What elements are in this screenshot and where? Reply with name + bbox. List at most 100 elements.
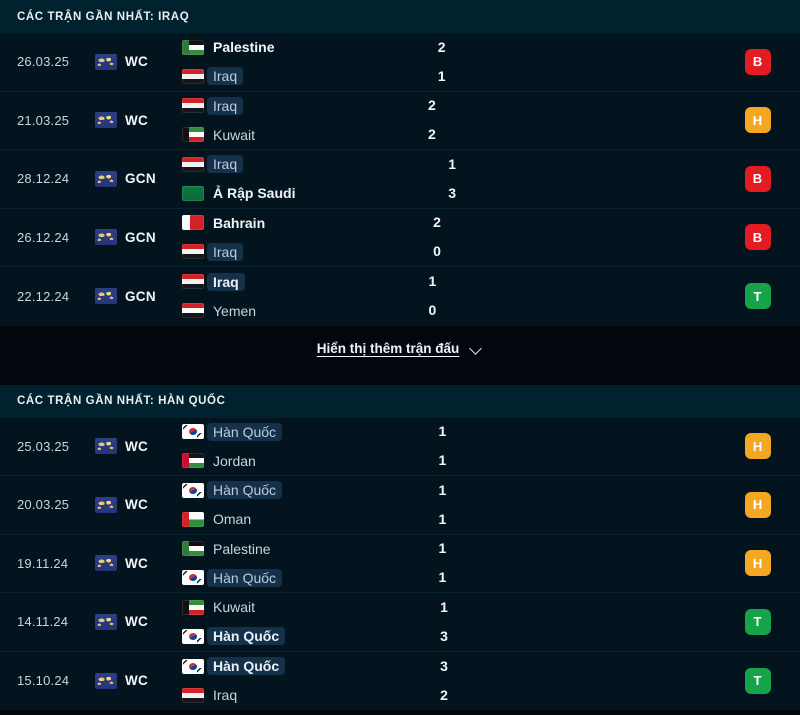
teams-cell: Palestine Hàn Quốc	[170, 539, 429, 587]
status-badge[interactable]: B	[744, 224, 771, 251]
away-team[interactable]: Iraq	[182, 242, 423, 261]
status-badge[interactable]: T	[744, 667, 771, 694]
away-team[interactable]: Iraq	[182, 67, 428, 86]
competition-cell[interactable]: WC	[95, 555, 170, 572]
status-badge[interactable]: H	[744, 433, 771, 460]
away-team[interactable]: Oman	[182, 510, 429, 529]
match-date: 15.10.24	[17, 673, 70, 689]
world-map-icon	[95, 170, 117, 187]
match-date: 21.03.25	[17, 112, 70, 128]
teams-cell: Hàn Quốc Jordan	[170, 422, 429, 470]
competition-cell[interactable]: GCN	[95, 288, 170, 305]
iraq-flag-icon	[182, 156, 204, 172]
competition-cell[interactable]: WC	[95, 53, 170, 70]
iraq-flag-icon	[182, 274, 204, 290]
korea-flag-icon	[182, 570, 204, 586]
away-team[interactable]: Yemen	[182, 301, 419, 320]
table-row[interactable]: 15.10.24 WC Hàn Quốc Iraq 3 2 T	[0, 652, 800, 711]
away-team[interactable]: Ả Rập Saudi	[182, 184, 438, 203]
status-badge[interactable]: T	[744, 608, 771, 635]
home-team[interactable]: Hàn Quốc	[182, 422, 429, 441]
status-badge[interactable]: H	[744, 107, 771, 134]
status-badge[interactable]: B	[744, 165, 771, 192]
home-team-name: Iraq	[207, 155, 244, 174]
home-team[interactable]: Palestine	[182, 38, 428, 57]
chevron-down-icon[interactable]	[470, 344, 483, 352]
home-team-name: Palestine	[213, 540, 271, 557]
table-row[interactable]: 28.12.24 GCN Iraq Ả Rập Saudi 1 3 B	[0, 150, 800, 209]
competition-label: WC	[125, 438, 149, 454]
competition-cell[interactable]: WC	[95, 613, 170, 630]
korea-flag-icon	[182, 628, 204, 644]
status-badge[interactable]: B	[744, 48, 771, 75]
home-team[interactable]: Iraq	[182, 96, 418, 115]
table-row[interactable]: 26.03.25 WC Palestine Iraq 2 1 B	[0, 33, 800, 92]
competition-label: WC	[125, 673, 149, 689]
iraq-flag-icon	[182, 244, 204, 260]
match-date: 26.12.24	[17, 229, 70, 245]
show-more-label[interactable]: Hiển thị thêm trận đấu	[316, 340, 460, 356]
world-map-icon	[95, 288, 117, 305]
match-date: 19.11.24	[17, 555, 69, 571]
home-team[interactable]: Iraq	[182, 155, 438, 174]
away-team[interactable]: Hàn Quốc	[182, 627, 430, 646]
away-score: 2	[428, 126, 436, 143]
korea-flag-icon	[182, 424, 204, 440]
home-score: 1	[438, 481, 447, 498]
match-date: 22.12.24	[17, 288, 70, 304]
status-badge[interactable]: H	[744, 491, 771, 518]
table-row[interactable]: 14.11.24 WC Kuwait Hàn Quốc 1 3 T	[0, 593, 800, 652]
home-team-name: Kuwait	[213, 599, 256, 616]
home-team[interactable]: Hàn Quốc	[182, 657, 430, 676]
home-team[interactable]: Bahrain	[182, 213, 423, 232]
competition-cell[interactable]: GCN	[95, 170, 170, 187]
home-team[interactable]: Kuwait	[182, 598, 430, 617]
table-row[interactable]: 26.12.24 GCN Bahrain Iraq 2 0 B	[0, 209, 800, 267]
status-badge[interactable]: H	[744, 550, 771, 577]
competition-cell[interactable]: GCN	[95, 229, 170, 246]
away-team[interactable]: Jordan	[182, 451, 429, 470]
competition-cell[interactable]: WC	[95, 496, 170, 513]
table-row[interactable]: 22.12.24 GCN Iraq Yemen 1 0 T	[0, 267, 800, 326]
table-row[interactable]: 21.03.25 WC Iraq Kuwait 2 2 H	[0, 92, 800, 150]
home-team-name: Iraq	[207, 272, 245, 291]
table-row[interactable]: 25.03.25 WC Hàn Quốc Jordan 1 1 H	[0, 418, 800, 476]
palestine-flag-icon	[182, 39, 204, 55]
world-map-icon	[95, 438, 117, 455]
yemen-flag-icon	[182, 303, 204, 319]
home-team[interactable]: Iraq	[182, 272, 419, 291]
teams-cell: Kuwait Hàn Quốc	[170, 598, 430, 646]
match-date: 20.03.25	[17, 497, 70, 513]
match-rows: 26.03.25 WC Palestine Iraq 2 1 B 21.03.25 WC Iraq…	[0, 33, 800, 326]
away-team[interactable]: Iraq	[182, 686, 430, 705]
home-team[interactable]: Hàn Quốc	[182, 481, 429, 500]
show-more-row[interactable]: Hiển thị thêm trận đấu	[0, 325, 800, 371]
world-map-icon	[95, 53, 117, 70]
away-team[interactable]: Hàn Quốc	[182, 568, 429, 587]
result-cell: T	[715, 667, 800, 694]
away-team[interactable]: Kuwait	[182, 125, 418, 144]
iraq-flag-icon	[182, 687, 204, 703]
status-badge[interactable]: T	[744, 283, 771, 310]
teams-cell: Iraq Ả Rập Saudi	[170, 155, 438, 203]
away-team-name: Kuwait	[213, 126, 256, 143]
away-team-name: Jordan	[213, 452, 256, 469]
saudi-flag-icon	[182, 185, 204, 201]
match-section: CÁC TRẬN GẦN NHẤT: IRAQ 26.03.25 WC Palesti…	[0, 0, 800, 326]
section-gap	[0, 370, 800, 385]
table-row[interactable]: 19.11.24 WC Palestine Hàn Quốc 1 1 H	[0, 535, 800, 593]
world-map-icon	[95, 613, 117, 630]
world-map-icon	[95, 112, 117, 129]
competition-cell[interactable]: WC	[95, 112, 170, 129]
home-team[interactable]: Palestine	[182, 539, 429, 558]
competition-cell[interactable]: WC	[95, 438, 170, 455]
table-row[interactable]: 20.03.25 WC Hàn Quốc Oman 1 1 H	[0, 476, 800, 535]
match-date: 25.03.25	[17, 438, 70, 454]
home-team-name: Hàn Quốc	[207, 422, 283, 441]
competition-cell[interactable]: WC	[95, 672, 170, 689]
home-score: 1	[438, 540, 447, 557]
match-date: 26.03.25	[17, 54, 70, 70]
